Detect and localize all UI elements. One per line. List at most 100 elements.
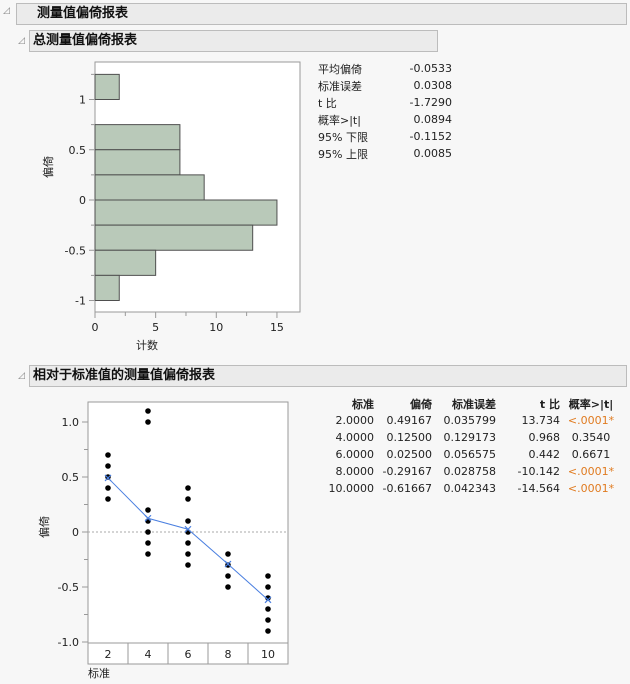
svg-text:15: 15 <box>270 321 284 334</box>
svg-text:6: 6 <box>185 648 192 661</box>
data-point[interactable] <box>225 562 231 568</box>
data-point[interactable] <box>105 485 111 491</box>
stat-label: 95% 上限 <box>318 147 368 161</box>
table-cell: 0.3540 <box>571 431 611 444</box>
svg-text:0.5: 0.5 <box>69 144 87 157</box>
stat-row: 95% 上限 0.0085 <box>318 145 452 162</box>
histogram-bar[interactable] <box>94 124 181 151</box>
svg-text:-1.0: -1.0 <box>58 636 79 649</box>
table-cell: -0.61667 <box>382 482 432 495</box>
report-title: 测量值偏倚报表 <box>37 6 129 21</box>
histogram-bar[interactable] <box>94 149 181 176</box>
collapse-triangle-icon[interactable]: ◿ <box>3 6 10 16</box>
stat-value: -0.1152 <box>409 130 452 143</box>
data-point[interactable] <box>185 562 191 568</box>
data-point[interactable] <box>225 551 231 557</box>
data-point[interactable] <box>265 617 271 623</box>
data-point[interactable] <box>185 518 191 524</box>
svg-text:10: 10 <box>261 648 275 661</box>
stat-value: 0.0308 <box>413 79 453 92</box>
bias-histogram: 1 0.5 0 -0.5 -1 0 5 10 15 <box>65 61 301 334</box>
stat-row: 标准误差 0.0308 <box>318 77 452 94</box>
svg-text:2: 2 <box>105 648 112 661</box>
collapse-triangle-icon[interactable]: ◿ <box>18 36 25 46</box>
column-header: 偏倚 <box>410 397 432 411</box>
data-point[interactable] <box>265 573 271 579</box>
histogram-bar[interactable] <box>94 199 278 226</box>
section-header-overall[interactable]: 总测量值偏倚报表 <box>29 30 438 52</box>
section-title: 相对于标准值的测量值偏倚报表 <box>33 368 216 383</box>
data-point[interactable] <box>105 474 111 480</box>
section-header-by-standard[interactable]: 相对于标准值的测量值偏倚报表 <box>29 365 627 387</box>
svg-text:-0.5: -0.5 <box>58 581 79 594</box>
table-row: 2.0000 0.49167 0.035799 13.734 <.0001* <box>328 412 622 429</box>
svg-text:-1: -1 <box>75 295 86 308</box>
table-cell: <.0001* <box>567 482 615 495</box>
data-point[interactable] <box>265 584 271 590</box>
table-cell: 0.042343 <box>443 482 497 495</box>
table-row: 6.0000 0.02500 0.056575 0.442 0.6671 <box>328 446 622 463</box>
table-cell: 2.0000 <box>335 414 375 427</box>
stat-row: 概率>|t| 0.0894 <box>318 111 452 128</box>
table-cell: 0.49167 <box>386 414 433 427</box>
histogram-bar[interactable] <box>94 224 254 251</box>
table-cell: 10.0000 <box>328 482 375 495</box>
data-point[interactable] <box>225 573 231 579</box>
table-row: 10.0000 -0.61667 0.042343 -14.564 <.0001* <box>328 480 622 497</box>
stat-row: 平均偏倚 -0.0533 <box>318 60 452 77</box>
svg-text:1.0: 1.0 <box>62 416 80 429</box>
data-point[interactable] <box>145 408 151 414</box>
y-axis-label: 偏倚 <box>38 516 51 538</box>
data-point[interactable] <box>185 496 191 502</box>
table-cell: 0.442 <box>528 448 561 461</box>
overall-stats-table: 平均偏倚 -0.0533 标准误差 0.0308 t 比 -1.7290 概率>|t| 0.0… <box>318 60 452 162</box>
table-cell: 0.968 <box>528 431 561 444</box>
table-cell: 0.028758 <box>443 465 497 478</box>
data-point[interactable] <box>185 540 191 546</box>
data-point[interactable] <box>225 584 231 590</box>
histogram-bar[interactable] <box>94 73 120 100</box>
data-point[interactable] <box>145 419 151 425</box>
table-cell: <.0001* <box>567 465 615 478</box>
y-axis-label: 偏倚 <box>42 156 55 178</box>
histogram-bar[interactable] <box>94 249 157 276</box>
svg-text:5: 5 <box>152 321 159 334</box>
data-point[interactable] <box>145 540 151 546</box>
data-point[interactable] <box>145 551 151 557</box>
data-point[interactable] <box>105 452 111 458</box>
svg-text:0: 0 <box>92 321 99 334</box>
svg-text:0.5: 0.5 <box>62 471 80 484</box>
table-cell: 8.0000 <box>335 465 375 478</box>
x-axis-label: 计数 <box>136 339 158 352</box>
report-header[interactable]: 测量值偏倚报表 <box>16 3 627 25</box>
svg-text:0: 0 <box>79 194 86 207</box>
table-cell: 0.129173 <box>443 431 497 444</box>
section-title: 总测量值偏倚报表 <box>33 33 138 48</box>
table-cell: -0.29167 <box>382 465 432 478</box>
data-point[interactable] <box>105 496 111 502</box>
svg-text:-0.5: -0.5 <box>65 244 86 257</box>
stat-value: 0.0894 <box>413 113 453 126</box>
table-cell: <.0001* <box>567 414 615 427</box>
stat-value: -1.7290 <box>409 96 452 109</box>
collapse-triangle-icon[interactable]: ◿ <box>18 371 25 381</box>
data-point[interactable] <box>185 551 191 557</box>
data-point[interactable] <box>145 529 151 535</box>
table-cell: -10.142 <box>517 465 560 478</box>
data-point[interactable] <box>265 595 271 601</box>
stat-label: t 比 <box>318 96 337 110</box>
data-point[interactable] <box>185 485 191 491</box>
table-cell: 0.6671 <box>571 448 611 461</box>
data-point[interactable] <box>145 507 151 513</box>
histogram-bar[interactable] <box>94 274 120 301</box>
data-point[interactable] <box>105 463 111 469</box>
table-cell: 0.035799 <box>443 414 497 427</box>
bias-by-standard-plot: 1.0 0.5 0 -0.5 -1.0 2 4 6 8 10 <box>58 401 289 665</box>
data-point[interactable] <box>265 628 271 634</box>
column-header: 概率>|t| <box>568 397 614 411</box>
histogram-bar[interactable] <box>94 174 205 201</box>
stat-label: 95% 下限 <box>318 130 368 144</box>
data-point[interactable] <box>265 606 271 612</box>
stat-row: t 比 -1.7290 <box>318 94 452 111</box>
stat-label: 概率>|t| <box>318 113 361 127</box>
